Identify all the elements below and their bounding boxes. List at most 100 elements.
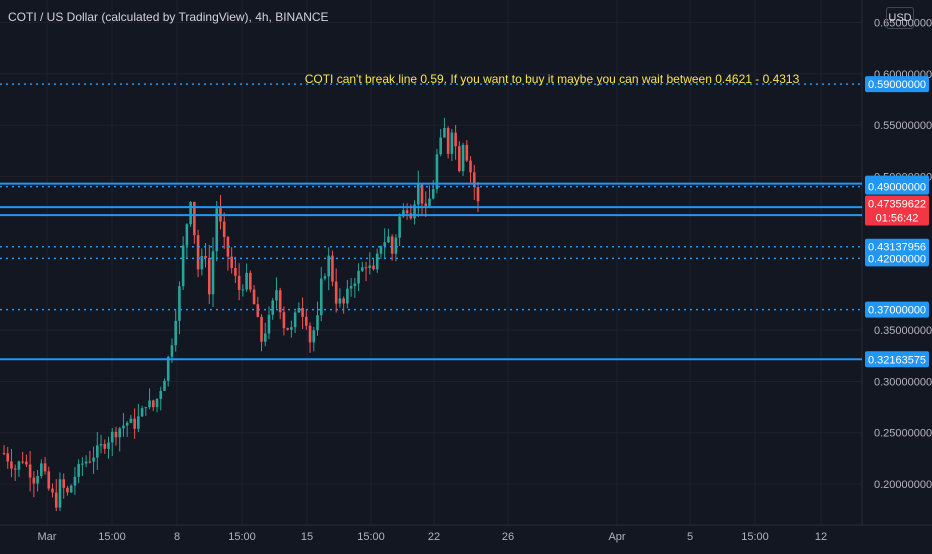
candle-body [375,253,379,270]
x-tick-label: 12 [815,531,827,543]
candle-body [394,237,398,254]
candle-body [439,137,442,155]
x-tick-label: 26 [502,531,514,543]
candle-body [144,407,148,409]
y-tick-label: 0.20000000 [874,479,932,491]
candle-body [170,345,174,357]
y-tick-label: 0.30000000 [874,376,932,388]
x-tick-label: 15:00 [98,531,126,543]
candle-body [241,289,245,291]
candle-body [357,270,360,284]
candle-body [237,275,241,290]
candle-body [349,286,353,289]
candle-body [25,461,28,465]
countdown-label: 01:56:42 [876,212,919,224]
candle-body [36,476,39,484]
candle-body [443,127,446,138]
x-tick-label: 22 [428,531,440,543]
candle-body [252,289,256,305]
level-price-tag [865,301,929,318]
candle-body [51,488,54,493]
candle-body [424,203,428,207]
candle-body [256,304,260,317]
candle-body [245,272,248,290]
candle-body [125,422,129,426]
candle-body [73,476,77,486]
candle-body [476,187,480,202]
candle-body [114,431,118,438]
candle-body [278,290,282,313]
candle-body [465,144,469,161]
candle-body [21,461,24,463]
x-tick-label: Mar [38,531,57,543]
x-tick-label: 15:00 [741,531,769,543]
candle-body [81,463,84,465]
candle-body [450,132,454,154]
level-price-label: 0.42000000 [868,253,926,265]
x-tick-label: 8 [174,531,180,543]
level-price-label: 0.49000000 [868,182,926,194]
candle-body [416,184,420,205]
candle-body [17,461,21,470]
candle-body [118,428,122,438]
candle-body [77,464,80,477]
level-price-tag [865,351,929,368]
candle-body [58,479,62,508]
level-price-tag [865,250,929,267]
candle-body [293,312,297,328]
candle-body [200,255,204,270]
candle-body [305,316,308,326]
candle-body [342,298,345,304]
candle-body [155,399,159,408]
candle-body [234,267,237,276]
candle-body [189,202,192,225]
candle-body [148,400,151,408]
symbol-title: COTI / US Dollar (calculated by TradingV… [8,10,329,24]
candle-body [461,144,465,172]
candle-body [383,242,386,247]
chart-annotation: COTI can't break line 0.59. If you want … [305,72,800,86]
candle-body [99,444,103,446]
candle-body [84,461,88,464]
candle-body [69,485,73,493]
candle-body [297,307,301,313]
candle-body [260,316,263,342]
candle-body [316,315,319,331]
candle-body [140,408,144,417]
candle-body [360,267,364,271]
candle-body [222,221,226,237]
candle-body [196,235,200,270]
x-tick-label: 5 [687,531,693,543]
candle-body [43,463,47,472]
candle-body [312,330,316,343]
candle-body [435,154,439,189]
candle-body [178,286,181,321]
candle-body [413,204,416,219]
candle-body [405,210,409,214]
candle-body [40,463,43,477]
candle-body [319,278,323,316]
candle-body [379,246,383,254]
y-tick-label: 0.35000000 [874,325,932,337]
candle-body [2,453,6,455]
candle-body [211,251,215,295]
candle-body [390,236,394,254]
candle-body [207,257,211,295]
candle-body [137,416,140,429]
candle-body [62,479,66,488]
candle-body [271,300,275,315]
x-tick-label: 15:00 [228,531,256,543]
candle-body [122,425,125,429]
currency-button[interactable]: USD [886,7,914,29]
candle-body [107,442,110,449]
candle-body [47,471,51,489]
candle-body [151,400,155,408]
candle-body [387,236,390,243]
candle-body [88,461,92,463]
candle-body [286,328,289,330]
candle-body [129,418,133,423]
candle-body [267,314,271,334]
candle-body [402,210,405,217]
